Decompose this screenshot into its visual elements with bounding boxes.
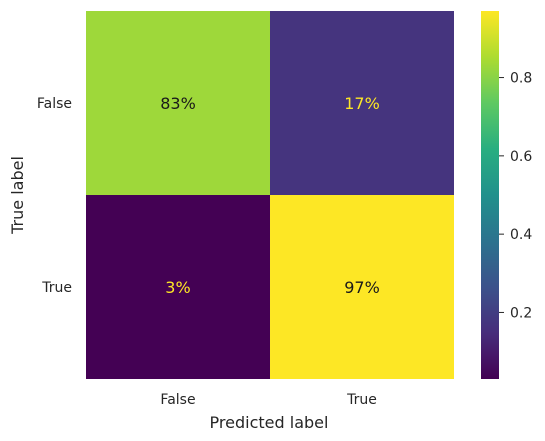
heatmap-cell-labels: 83% 17% 3% 97% <box>160 94 380 297</box>
colorbar-tick-label: 0.8 <box>510 71 532 87</box>
heatmap-cell <box>86 11 270 195</box>
cell-value-label: 3% <box>165 278 190 297</box>
colorbar-tick-label: 0.2 <box>510 305 532 321</box>
cell-value-label: 83% <box>160 94 196 113</box>
heatmap-cell <box>270 195 454 379</box>
heatmap-cell <box>270 11 454 195</box>
y-tick-label: False <box>37 96 72 112</box>
heatmap-cells <box>86 11 454 379</box>
x-tick-label: False <box>160 392 195 408</box>
y-axis-title: True label <box>8 156 27 235</box>
colorbar <box>481 11 499 379</box>
x-axis-title: Predicted label <box>210 413 329 432</box>
y-tick-label: True <box>41 280 72 296</box>
colorbar-tick-label: 0.4 <box>510 227 532 243</box>
x-tick-label: True <box>346 392 377 408</box>
cell-value-label: 97% <box>344 278 380 297</box>
y-axis-ticks: False True <box>37 96 72 296</box>
x-axis-ticks: False True <box>160 392 376 408</box>
heatmap-cell <box>86 195 270 379</box>
cell-value-label: 17% <box>344 94 380 113</box>
colorbar-ticks: 0.2 0.4 0.6 0.8 <box>499 71 532 321</box>
colorbar-tick-label: 0.6 <box>510 149 532 165</box>
